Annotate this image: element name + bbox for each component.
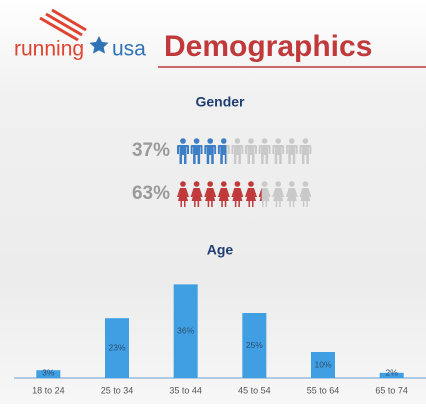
bar bbox=[105, 318, 129, 378]
age-title: Age bbox=[207, 242, 234, 258]
bar bbox=[36, 370, 61, 378]
logo-usa: usa bbox=[112, 38, 146, 61]
gender-percent: 63% bbox=[132, 183, 170, 204]
bar-label: 10% bbox=[314, 359, 331, 369]
page-title: Demographics bbox=[164, 30, 372, 63]
x-tick-label: 35 to 44 bbox=[169, 385, 202, 395]
logo: running usa bbox=[14, 8, 146, 61]
logo-star bbox=[89, 36, 109, 54]
gender-percent: 37% bbox=[132, 140, 170, 161]
x-tick-label: 55 to 64 bbox=[307, 385, 340, 395]
bar-label: 2% bbox=[386, 367, 399, 377]
x-tick-label: 18 to 24 bbox=[32, 385, 65, 395]
bar bbox=[242, 313, 267, 378]
x-tick-label: 45 to 54 bbox=[238, 385, 271, 395]
gender-title: Gender bbox=[195, 94, 245, 110]
bar bbox=[311, 352, 335, 378]
bar-label: 3% bbox=[42, 367, 55, 377]
bar bbox=[379, 372, 404, 378]
logo-stripes bbox=[39, 8, 87, 42]
bar-label: 25% bbox=[246, 340, 263, 350]
x-tick-label: 25 to 34 bbox=[101, 385, 134, 395]
bar bbox=[173, 284, 198, 378]
bar-label: 36% bbox=[177, 325, 194, 335]
bar-label: 23% bbox=[108, 342, 125, 352]
x-tick-label: 65 to 74 bbox=[375, 385, 408, 395]
logo-running: running bbox=[14, 38, 84, 61]
